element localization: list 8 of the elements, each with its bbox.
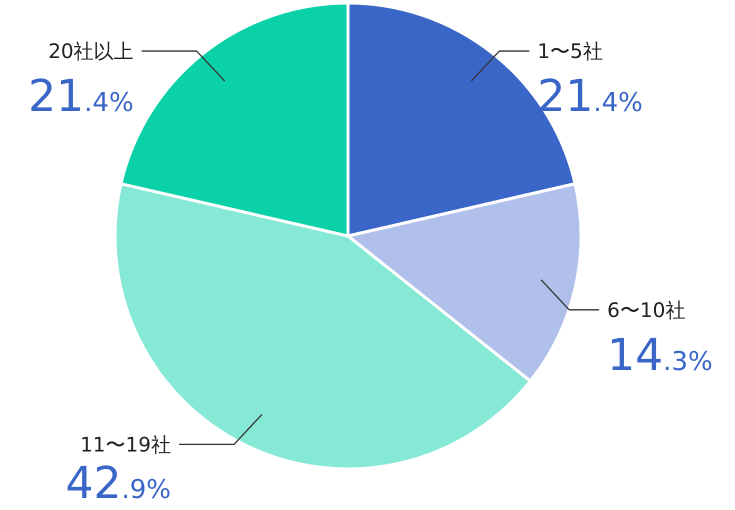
data-label: 42.9% (65, 458, 171, 509)
data-label: 21.4% (537, 71, 643, 122)
slice-label: 20社以上 (48, 39, 134, 64)
data-label: 21.4% (28, 71, 134, 122)
data-label: 14.3% (607, 330, 713, 381)
slice-label: 11〜19社 (80, 432, 171, 456)
slice-label: 1〜5社 (537, 39, 603, 64)
slice-label: 6〜10社 (607, 298, 686, 322)
